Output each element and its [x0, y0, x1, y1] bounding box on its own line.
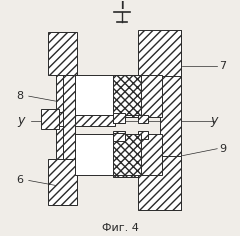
- Bar: [55, 32, 75, 205]
- Bar: [113, 75, 141, 117]
- Bar: [138, 134, 162, 176]
- Bar: [138, 131, 148, 139]
- Bar: [59, 112, 115, 126]
- Bar: [48, 159, 77, 205]
- Bar: [75, 75, 113, 115]
- Bar: [63, 75, 75, 159]
- Bar: [113, 113, 125, 123]
- Bar: [138, 115, 148, 123]
- Bar: [41, 109, 59, 129]
- Bar: [160, 30, 181, 210]
- Text: y: y: [17, 114, 24, 127]
- Text: I: I: [120, 1, 124, 11]
- Bar: [138, 75, 162, 117]
- Text: 8: 8: [16, 91, 23, 101]
- Bar: [138, 30, 181, 76]
- Bar: [59, 114, 68, 124]
- Text: Фиг. 4: Фиг. 4: [102, 223, 138, 233]
- Text: 7: 7: [219, 61, 226, 72]
- Bar: [75, 134, 113, 176]
- Text: 9: 9: [219, 144, 226, 154]
- Bar: [113, 131, 125, 139]
- Bar: [113, 134, 141, 176]
- Bar: [138, 156, 181, 210]
- Bar: [113, 115, 125, 123]
- Bar: [48, 32, 77, 75]
- Text: 6: 6: [16, 175, 23, 185]
- Bar: [63, 75, 75, 159]
- Bar: [113, 133, 125, 141]
- Text: y: y: [210, 114, 218, 127]
- Bar: [113, 136, 141, 177]
- Bar: [113, 75, 141, 115]
